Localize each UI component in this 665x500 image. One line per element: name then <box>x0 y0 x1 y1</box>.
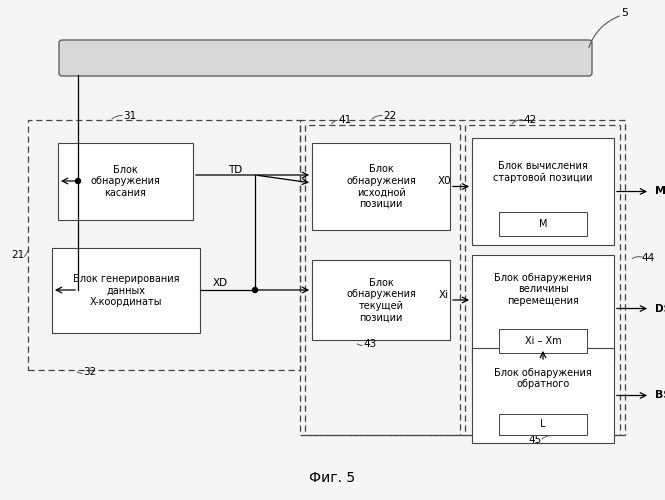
Text: 21: 21 <box>11 250 25 260</box>
Bar <box>472 348 614 443</box>
Text: 45: 45 <box>529 435 541 445</box>
Bar <box>28 120 300 370</box>
Text: Блок обнаружения
обратного: Блок обнаружения обратного <box>494 368 592 389</box>
Text: Блок
обнаружения
текущей
позиции: Блок обнаружения текущей позиции <box>346 278 416 322</box>
Text: 44: 44 <box>641 253 654 263</box>
Text: 41: 41 <box>338 115 352 125</box>
Bar <box>58 143 193 220</box>
Text: XD: XD <box>212 278 227 288</box>
Bar <box>499 414 587 436</box>
Bar <box>52 248 200 333</box>
Text: Блок генерирования
данных
X-координаты: Блок генерирования данных X-координаты <box>72 274 180 307</box>
Text: L: L <box>540 420 546 430</box>
Text: Блок
обнаружения
исходной
позиции: Блок обнаружения исходной позиции <box>346 164 416 209</box>
Text: TD: TD <box>228 165 242 175</box>
Text: 22: 22 <box>384 111 396 121</box>
FancyBboxPatch shape <box>59 40 592 76</box>
Bar <box>312 143 450 230</box>
Text: DS、RD: DS、RD <box>655 304 665 314</box>
Bar <box>499 212 587 236</box>
Bar <box>305 125 460 435</box>
Bar <box>300 120 625 435</box>
Circle shape <box>253 288 257 292</box>
Text: Блок
обнаружения
касания: Блок обнаружения касания <box>90 165 160 198</box>
Text: Xi – Xm: Xi – Xm <box>525 336 561 346</box>
Text: 43: 43 <box>363 339 376 349</box>
Text: 42: 42 <box>523 115 537 125</box>
Text: Фиг. 5: Фиг. 5 <box>309 471 355 485</box>
Circle shape <box>76 178 80 184</box>
Text: 32: 32 <box>83 367 96 377</box>
Text: Xi: Xi <box>439 290 449 300</box>
Bar <box>312 260 450 340</box>
Text: 5: 5 <box>622 8 628 18</box>
Bar <box>472 138 614 245</box>
Text: Блок обнаружения
величины
перемещения: Блок обнаружения величины перемещения <box>494 272 592 306</box>
Bar <box>465 125 620 435</box>
Bar <box>472 255 614 362</box>
Text: 31: 31 <box>124 111 136 121</box>
Text: Блок вычисления
стартовой позиции: Блок вычисления стартовой позиции <box>493 162 593 183</box>
Text: M: M <box>539 219 547 229</box>
Text: BS: BS <box>655 390 665 400</box>
Text: MV: MV <box>655 186 665 196</box>
Bar <box>499 329 587 353</box>
Text: X0: X0 <box>437 176 451 186</box>
